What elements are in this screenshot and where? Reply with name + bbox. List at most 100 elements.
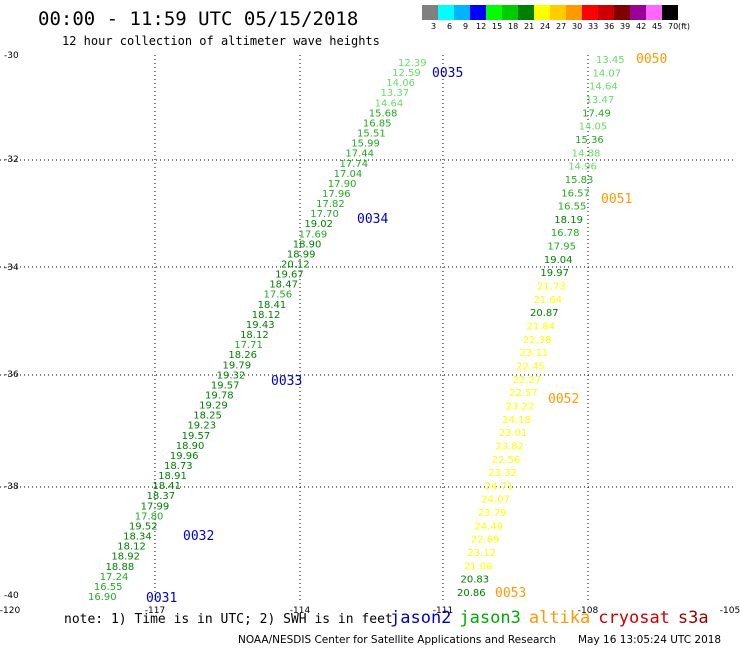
wave-height-label: 18.12 <box>240 330 269 341</box>
wave-height-label: 21.84 <box>527 322 556 333</box>
color-scale-label: 39 <box>620 22 631 31</box>
wave-height-label: 12.39 <box>398 58 427 69</box>
wave-height-label: 18.41 <box>258 300 287 311</box>
wave-height-label: 18.99 <box>287 249 316 260</box>
satellite-legend: jason2 jason3 altika cryosat s3a <box>390 608 717 628</box>
color-scale-label: 12 <box>476 22 487 31</box>
color-scale-label: 9 <box>463 22 469 31</box>
wave-height-label: 21.73 <box>537 282 566 293</box>
credit-text: NOAA/NESDIS Center for Satellite Applica… <box>238 634 556 646</box>
wave-height-label: 23.01 <box>499 428 528 439</box>
wave-height-label: 18.41 <box>152 481 181 492</box>
wave-height-label: 15.51 <box>357 129 386 140</box>
wave-height-label: 14.96 <box>568 162 597 173</box>
wave-height-label: 22.69 <box>471 535 500 546</box>
color-scale-label: 24 <box>540 22 551 31</box>
wave-height-label: 22.57 <box>509 388 538 399</box>
pass-time-label: 0032 <box>183 529 214 544</box>
satellite-name: jason2 <box>390 608 452 628</box>
latitude-tick: -38 <box>4 482 19 492</box>
color-scale-label: 33 <box>588 22 599 31</box>
wave-height-label: 18.34 <box>123 532 152 543</box>
wave-height-label: 22.27 <box>513 375 542 386</box>
wave-height-label: 22.56 <box>492 455 521 466</box>
track-altika: 13.45 14.07 14.64 13.47 17.49 14.05 15.36 14.88… <box>457 52 667 601</box>
wave-height-label: 18.91 <box>158 471 187 482</box>
longitude-tick: -120 <box>0 606 20 616</box>
pass-time-label: 0033 <box>271 374 302 389</box>
wave-height-label: 19.04 <box>544 255 573 266</box>
color-swatch <box>598 5 614 20</box>
wave-height-label: 22.38 <box>523 335 552 346</box>
pass-time-label: 0031 <box>146 591 177 606</box>
color-scale-label: 21 <box>524 22 535 31</box>
color-scale-label: (ft) <box>678 22 691 31</box>
wave-height-label: 18.12 <box>252 310 281 321</box>
wave-height-label: 23.12 <box>467 548 496 559</box>
color-swatch <box>454 5 470 20</box>
wave-height-label: 17.71 <box>234 340 263 351</box>
wave-height-label: 24.18 <box>502 415 531 426</box>
color-scale-label: 27 <box>556 22 567 31</box>
pass-time-label: 0034 <box>357 212 388 227</box>
generated-timestamp: May 16 13:05:24 UTC 2018 <box>578 634 722 646</box>
wave-height-label: 14.64 <box>375 98 404 109</box>
wave-height-label: 15.99 <box>351 139 380 150</box>
wave-height-label: 16.55 <box>94 582 123 593</box>
wave-height-label: 18.90 <box>293 239 322 250</box>
wave-height-label: 17.95 <box>547 242 576 253</box>
wave-height-label: 14.05 <box>579 122 608 133</box>
color-swatch <box>470 5 486 20</box>
latitude-tick: -36 <box>4 370 19 380</box>
pass-time-label: 0052 <box>548 392 579 407</box>
wave-height-label: 19.57 <box>211 380 240 391</box>
wave-height-label: 12.59 <box>392 68 421 79</box>
map-title: 00:00 - 11:59 UTC 05/15/2018 <box>38 8 359 30</box>
pass-time-label: 0053 <box>495 586 526 601</box>
satellite-name: altika <box>528 608 591 628</box>
wave-height-label: 17.82 <box>316 199 345 210</box>
longitude-tick: -105 <box>720 606 740 616</box>
wave-height-label: 24.71 <box>485 481 514 492</box>
wave-height-label: 19.32 <box>217 370 246 381</box>
wave-height-label: 19.29 <box>199 401 228 412</box>
longitude-tick: -108 <box>578 606 599 616</box>
wave-height-label: 19.97 <box>540 268 569 279</box>
wave-height-label: 14.64 <box>589 82 618 93</box>
pass-time-label: 0050 <box>636 52 667 67</box>
wave-height-label: 13.45 <box>596 55 625 66</box>
wave-height-label: 20.86 <box>457 588 486 599</box>
longitude-tick: -111 <box>433 606 453 616</box>
wave-height-label: 17.24 <box>100 572 129 583</box>
satellite-name: cryosat <box>598 608 670 628</box>
wave-height-label: 19.57 <box>182 431 211 442</box>
wave-height-label: 23.32 <box>488 468 517 479</box>
wave-height-label: 15.68 <box>369 108 398 119</box>
color-swatch <box>534 5 550 20</box>
axis-tick-labels: -120 -117 -114 -111 -108 -105 -30 -32 -34 -36 -38 -… <box>0 51 740 616</box>
color-swatch <box>662 5 678 20</box>
latitude-tick: -30 <box>4 51 19 61</box>
color-scale-label: 30 <box>572 22 583 31</box>
wave-height-label: 23.22 <box>506 401 535 412</box>
wave-height-label: 17.96 <box>322 189 351 200</box>
wave-height-label: 14.06 <box>386 78 415 89</box>
latitude-tick: -40 <box>4 591 19 601</box>
wave-height-label: 24.07 <box>481 495 510 506</box>
wave-height-label: 19.67 <box>275 270 304 281</box>
color-scale-bar <box>422 5 678 20</box>
wave-height-label: 19.02 <box>304 219 333 230</box>
wave-height-label: 21.64 <box>533 295 562 306</box>
pass-time-label: 0051 <box>601 192 632 207</box>
color-swatch <box>582 5 598 20</box>
footer-note: note: 1) Time is in UTC; 2) SWH is in fe… <box>64 612 393 627</box>
color-scale-label: 45 <box>652 22 663 31</box>
satellite-name: s3a <box>677 608 709 628</box>
wave-height-label: 22.45 <box>516 361 545 372</box>
map-grid <box>0 55 735 602</box>
track-jason2: 12.3912.5914.0613.3714.6415.6816.8515.51… <box>88 58 463 606</box>
wave-height-label: 13.37 <box>380 88 409 99</box>
color-swatch <box>422 5 438 20</box>
wave-height-label: 18.25 <box>193 411 222 422</box>
wave-height-label: 19.23 <box>187 421 216 432</box>
